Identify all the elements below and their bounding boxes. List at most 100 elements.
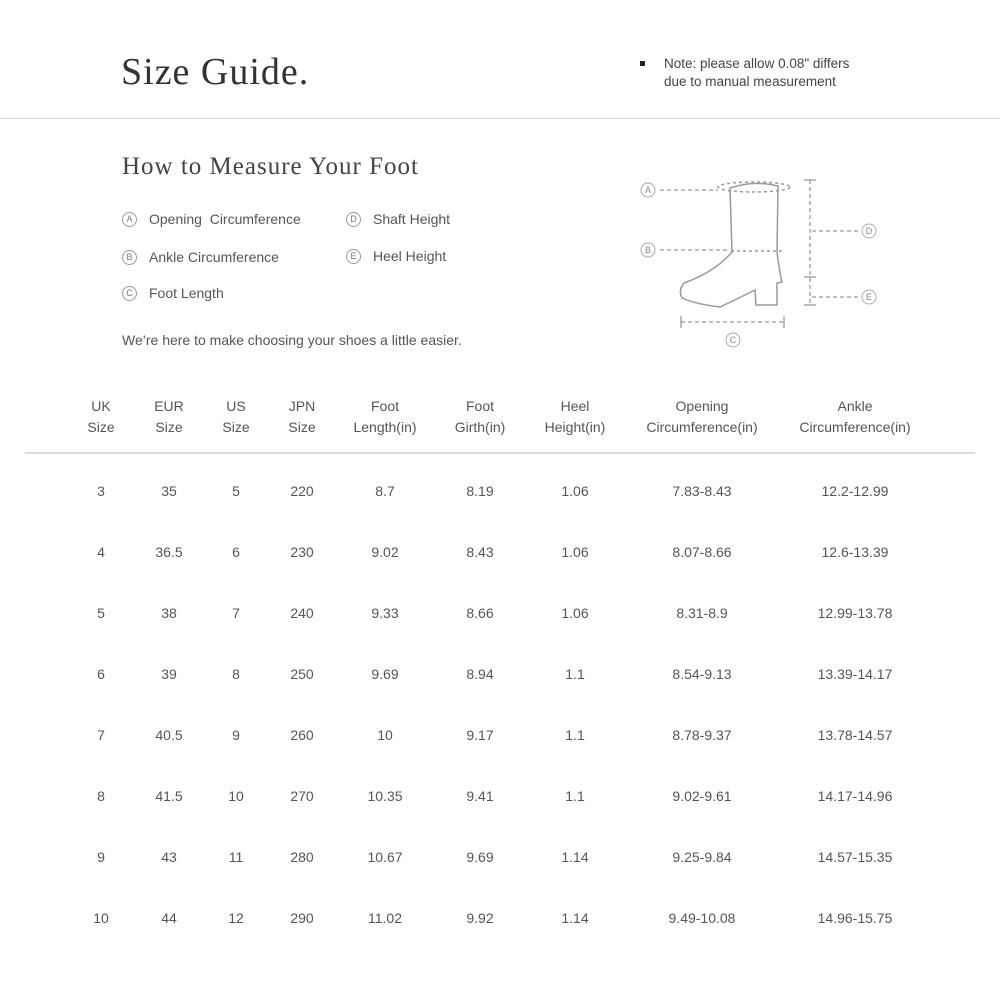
table-cell: 8.31-8.9 <box>676 605 728 621</box>
header-line: JPN <box>288 398 316 414</box>
table-cell: 9.69 <box>466 849 494 865</box>
table-cell: 9.49-10.08 <box>668 910 736 926</box>
header-line: Size <box>155 419 183 435</box>
letter-c-icon: C <box>122 285 137 301</box>
table-cell: 260 <box>290 727 314 743</box>
table-cell: 9.41 <box>466 788 494 804</box>
bullet-icon <box>640 61 645 66</box>
measurement-note: Note: please allow 0.08" differs due to … <box>640 55 849 91</box>
header-line: Size <box>87 419 115 435</box>
legend-label: Shaft Height <box>373 211 451 227</box>
legend-item-d: D Shaft Height <box>346 211 450 227</box>
table-cell: 1.1 <box>565 788 585 804</box>
table-cell: 1.06 <box>561 483 589 499</box>
measure-title: How to Measure Your Foot <box>122 153 419 180</box>
header-line: Height(in) <box>544 419 606 435</box>
table-cell: 1.14 <box>561 849 589 865</box>
table-cell: 14.17-14.96 <box>817 788 893 804</box>
table-cell: 7 <box>97 727 105 743</box>
table-cell: 1.1 <box>565 666 585 682</box>
column-header: EUR Size <box>154 396 184 438</box>
table-cell: 5 <box>97 605 105 621</box>
diagram-label-e: E <box>866 292 872 302</box>
header-line: UK <box>91 398 111 414</box>
table-cell: 8.19 <box>466 483 494 499</box>
table-cell: 1.06 <box>561 605 589 621</box>
table-cell: 8.54-9.13 <box>672 666 732 682</box>
table-cell: 1.06 <box>561 544 589 560</box>
header-line: Opening <box>675 398 729 414</box>
table-cell: 9.02-9.61 <box>672 788 732 804</box>
header-line: Foot <box>465 398 494 414</box>
column-header: US Size <box>222 396 249 438</box>
table-cell: 8.07-8.66 <box>672 544 732 560</box>
legend-item-e: E Heel Height <box>346 248 446 264</box>
table-cell: 8.66 <box>466 605 494 621</box>
table-cell: 12.99-13.78 <box>817 605 893 621</box>
table-cell: 270 <box>290 788 314 804</box>
column-header: Ankle Circumference(in) <box>799 396 910 438</box>
table-cell: 13.39-14.17 <box>817 666 893 682</box>
table-cell: 230 <box>290 544 314 560</box>
table-cell: 35 <box>161 483 177 499</box>
legend-label: Opening Circumference <box>149 211 301 227</box>
header-line: Size <box>222 419 250 435</box>
header-line: Circumference(in) <box>646 419 758 435</box>
divider <box>0 118 1000 119</box>
table-cell: 11 <box>228 849 244 865</box>
header-line: Length(in) <box>353 419 417 435</box>
note-line-1: Note: please allow 0.08" differs <box>664 56 850 71</box>
table-cell: 10 <box>228 788 244 804</box>
legend-item-b: B Ankle Circumference <box>122 249 279 265</box>
table-cell: 8 <box>97 788 105 804</box>
table-cell: 9.69 <box>371 666 399 682</box>
table-cell: 9.02 <box>371 544 399 560</box>
table-cell: 290 <box>290 910 314 926</box>
diagram-label-d: D <box>866 226 873 236</box>
table-cell: 12.2-12.99 <box>821 483 889 499</box>
table-cell: 1.1 <box>565 727 585 743</box>
column-header: Foot Length(in) <box>353 396 416 438</box>
column-header: Foot Girth(in) <box>455 396 506 438</box>
table-cell: 14.96-15.75 <box>817 910 893 926</box>
page-title: Size Guide. <box>121 51 310 93</box>
table-cell: 8.43 <box>466 544 494 560</box>
table-cell: 43 <box>161 849 177 865</box>
table-cell: 40.5 <box>155 727 183 743</box>
table-cell: 10.67 <box>367 849 403 865</box>
header-line: Size <box>288 419 316 435</box>
table-cell: 9.25-9.84 <box>672 849 732 865</box>
table-cell: 11.02 <box>368 910 402 926</box>
table-cell: 8.78-9.37 <box>672 727 732 743</box>
diagram-label-c: C <box>730 335 737 345</box>
diagram-label-b: B <box>645 245 651 255</box>
header-line: Heel <box>560 398 590 414</box>
table-divider <box>25 452 975 454</box>
table-cell: 6 <box>97 666 105 682</box>
column-header: Heel Height(in) <box>545 396 606 438</box>
note-line-2: due to manual measurement <box>664 74 836 89</box>
table-cell: 5 <box>232 483 240 499</box>
header-line: Foot <box>370 398 400 414</box>
legend-item-a: A Opening Circumference <box>122 211 301 227</box>
legend-item-c: C Foot Length <box>122 285 224 301</box>
table-cell: 9 <box>97 849 105 865</box>
table-cell: 10 <box>377 727 393 743</box>
boot-measurement-diagram: A B C D E <box>640 179 877 348</box>
table-cell: 10.35 <box>367 788 403 804</box>
table-cell: 41.5 <box>155 788 183 804</box>
table-cell: 4 <box>97 544 105 560</box>
header-line: Ankle <box>837 398 873 414</box>
table-cell: 38 <box>161 605 177 621</box>
table-cell: 7 <box>232 605 240 621</box>
table-cell: 1.14 <box>561 910 589 926</box>
table-cell: 44 <box>161 910 177 926</box>
table-cell: 6 <box>232 544 240 560</box>
legend-label: Ankle Circumference <box>149 249 279 265</box>
column-header: UK Size <box>87 396 114 438</box>
table-cell: 220 <box>290 483 314 499</box>
table-cell: 12.6-13.39 <box>821 544 889 560</box>
boot-outline <box>679 182 783 308</box>
letter-a-icon: A <box>122 211 137 227</box>
tagline: We’re here to make choosing your shoes a… <box>122 332 462 348</box>
